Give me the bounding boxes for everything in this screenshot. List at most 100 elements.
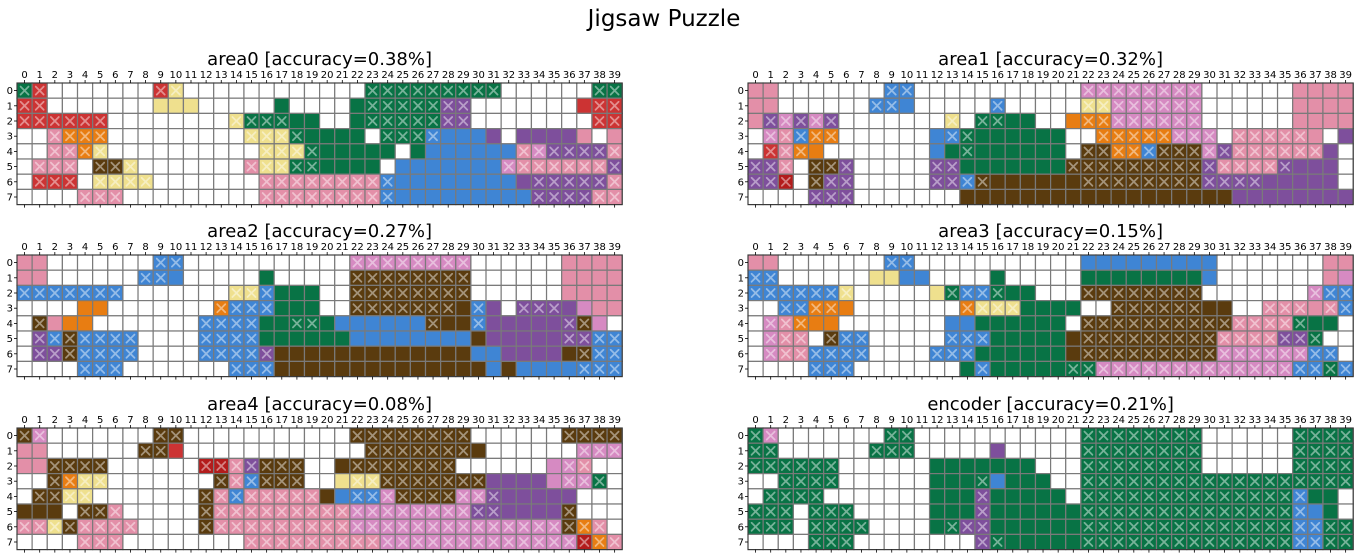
grid-cell	[440, 360, 457, 378]
grid-cell	[1261, 427, 1279, 444]
grid-cell	[928, 488, 946, 505]
grid-cell	[258, 315, 275, 332]
mismatch-mark	[594, 85, 605, 96]
mismatch-mark	[932, 348, 942, 359]
grid-cell	[576, 488, 593, 505]
mismatch-mark	[1174, 476, 1185, 487]
x-tick-label: 29	[457, 70, 470, 81]
mismatch-mark	[65, 333, 75, 344]
x-tick-label: 4	[813, 70, 819, 81]
grid-cell	[182, 473, 200, 490]
grid-cell	[394, 188, 411, 206]
grid-cell	[303, 330, 321, 347]
mismatch-mark	[1234, 348, 1245, 359]
x-tick-label: 19	[1037, 70, 1050, 81]
grid-cell	[455, 188, 472, 206]
mismatch-mark	[1249, 364, 1260, 374]
grid-cell	[807, 254, 825, 271]
mismatch-mark	[886, 257, 897, 268]
grid-cell	[409, 330, 427, 347]
grid-cell	[440, 188, 457, 206]
mismatch-mark	[1295, 348, 1306, 359]
mismatch-mark	[231, 348, 242, 359]
grid-cell	[303, 360, 321, 378]
grid-cell	[974, 345, 991, 363]
grid-cell	[747, 188, 764, 206]
grid-cell	[334, 143, 351, 160]
grid-cell	[1049, 345, 1067, 363]
mismatch-mark	[473, 318, 484, 329]
grid-cell	[16, 473, 33, 490]
mismatch-mark	[1098, 318, 1109, 329]
y-tick-label: 4	[738, 147, 744, 158]
x-tick-label: 26	[412, 242, 425, 253]
grid-cell	[122, 82, 139, 99]
grid-cell	[1125, 269, 1142, 287]
mismatch-mark	[1310, 445, 1321, 456]
grid-cell	[1049, 173, 1067, 190]
grid-cell	[1261, 173, 1279, 190]
grid-cell	[515, 345, 533, 363]
x-tick-label: 9	[889, 70, 895, 81]
grid-cell	[1171, 188, 1188, 206]
mismatch-mark	[34, 430, 45, 441]
mismatch-mark	[902, 85, 912, 96]
mismatch-mark	[1113, 116, 1124, 126]
mismatch-mark	[1295, 445, 1306, 456]
mismatch-mark	[65, 131, 75, 142]
mismatch-mark	[564, 318, 575, 329]
mismatch-mark	[1113, 537, 1124, 547]
mismatch-mark	[261, 506, 272, 517]
grid-cell	[107, 427, 124, 444]
mismatch-mark	[765, 333, 776, 344]
mismatch-mark	[579, 537, 590, 547]
grid-cell	[167, 188, 185, 206]
grid-cell	[1322, 488, 1339, 505]
grid-cell	[928, 188, 946, 206]
mismatch-mark	[65, 161, 75, 172]
grid-cell	[319, 254, 336, 271]
mismatch-mark	[458, 257, 469, 268]
grid-cell	[989, 457, 1006, 475]
figure-title: Jigsaw Puzzle	[586, 6, 741, 32]
grid-cell	[1004, 427, 1021, 444]
grid-cell	[913, 158, 931, 175]
grid-cell	[913, 112, 931, 130]
grid-cell	[1049, 158, 1067, 175]
grid-cell	[1322, 158, 1339, 175]
mismatch-mark	[1249, 521, 1260, 532]
grid-cell	[137, 128, 154, 145]
mismatch-mark	[413, 272, 423, 283]
grid-cell	[76, 269, 94, 287]
mismatch-mark	[95, 476, 106, 487]
grid-cell	[1034, 97, 1052, 114]
mismatch-mark	[1083, 430, 1094, 441]
mismatch-mark	[1159, 430, 1169, 441]
grid-cell	[46, 315, 63, 332]
grid-cell	[989, 82, 1006, 99]
grid-cell	[606, 269, 623, 287]
mismatch-mark	[1249, 146, 1260, 157]
grid-cell	[273, 254, 290, 271]
x-tick-label: 3	[67, 70, 73, 81]
mismatch-mark	[428, 257, 438, 268]
mismatch-mark	[1265, 537, 1275, 547]
grid-cell	[1065, 128, 1082, 145]
grid-cell	[1201, 188, 1218, 206]
grid-cell	[591, 315, 608, 332]
mismatch-mark	[322, 192, 333, 202]
grid-cell	[974, 254, 991, 271]
mismatch-mark	[1189, 521, 1200, 532]
x-tick-label: 5	[97, 70, 103, 81]
grid-cell	[1231, 300, 1248, 317]
mismatch-mark	[216, 318, 227, 329]
grid-cell	[1034, 284, 1052, 302]
grid-cell	[167, 112, 185, 130]
mismatch-mark	[367, 176, 378, 187]
y-tick-label: 7	[7, 365, 13, 376]
mismatch-mark	[171, 85, 181, 96]
grid-cell	[853, 533, 870, 551]
mismatch-mark	[609, 161, 620, 172]
grid-cell	[1065, 143, 1082, 160]
grid-cell	[1231, 112, 1248, 130]
